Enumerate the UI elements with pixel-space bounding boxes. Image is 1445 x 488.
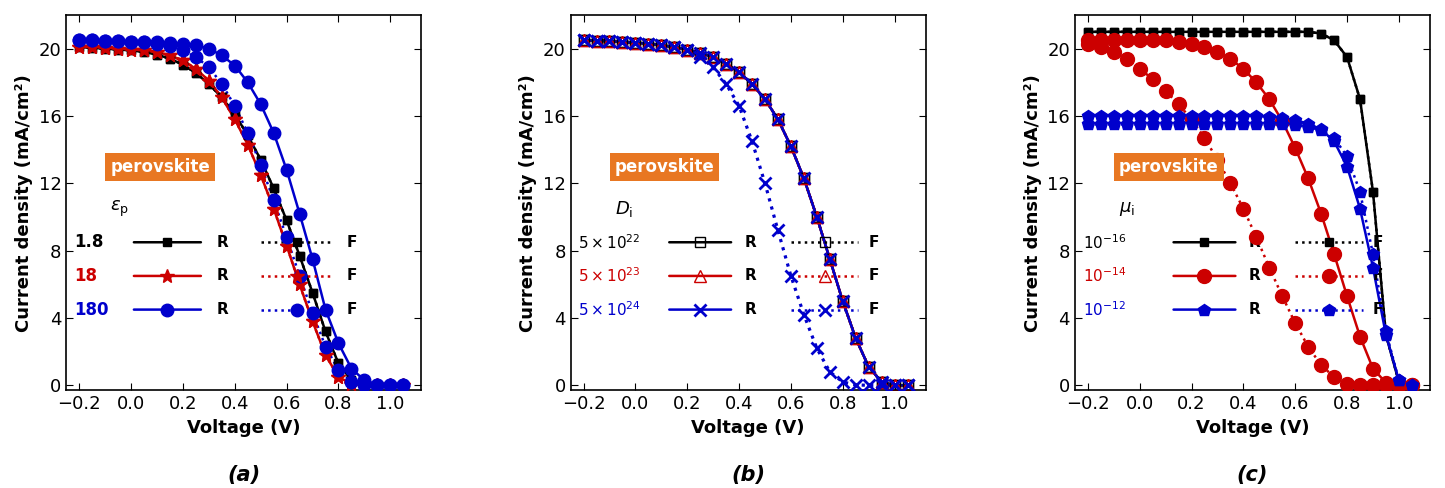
Text: R: R bbox=[1248, 302, 1260, 317]
Text: R: R bbox=[744, 268, 756, 284]
Text: 180: 180 bbox=[74, 301, 108, 319]
Text: R: R bbox=[1248, 268, 1260, 284]
Text: $\varepsilon_{\mathrm{p}}$: $\varepsilon_{\mathrm{p}}$ bbox=[110, 199, 130, 219]
X-axis label: Voltage (V): Voltage (V) bbox=[1195, 419, 1309, 437]
Text: $10^{-12}$: $10^{-12}$ bbox=[1082, 300, 1126, 319]
Text: F: F bbox=[1373, 302, 1383, 317]
Text: $10^{-16}$: $10^{-16}$ bbox=[1082, 233, 1126, 252]
Text: 18: 18 bbox=[74, 267, 97, 285]
Text: $\mu_{\mathrm{i}}$: $\mu_{\mathrm{i}}$ bbox=[1118, 200, 1136, 218]
Text: 1.8: 1.8 bbox=[74, 233, 104, 251]
Text: F: F bbox=[868, 268, 879, 284]
Text: F: F bbox=[347, 235, 357, 250]
Text: $5\times10^{23}$: $5\times10^{23}$ bbox=[578, 266, 642, 285]
Text: R: R bbox=[744, 235, 756, 250]
Y-axis label: Current density (mA/cm²): Current density (mA/cm²) bbox=[519, 74, 538, 331]
Text: $D_{\mathrm{i}}$: $D_{\mathrm{i}}$ bbox=[614, 199, 633, 219]
Text: R: R bbox=[217, 302, 228, 317]
X-axis label: Voltage (V): Voltage (V) bbox=[691, 419, 805, 437]
Y-axis label: Current density (mA/cm²): Current density (mA/cm²) bbox=[14, 74, 33, 331]
Y-axis label: Current density (mA/cm²): Current density (mA/cm²) bbox=[1023, 74, 1042, 331]
Text: F: F bbox=[347, 268, 357, 284]
Text: R: R bbox=[217, 235, 228, 250]
Text: $5\times10^{22}$: $5\times10^{22}$ bbox=[578, 233, 640, 252]
Text: (c): (c) bbox=[1237, 466, 1269, 486]
Text: $10^{-14}$: $10^{-14}$ bbox=[1082, 266, 1126, 285]
Text: F: F bbox=[868, 235, 879, 250]
Text: perovskite: perovskite bbox=[1118, 158, 1218, 176]
Text: R: R bbox=[1248, 235, 1260, 250]
Text: $5\times10^{24}$: $5\times10^{24}$ bbox=[578, 300, 642, 319]
Text: F: F bbox=[868, 302, 879, 317]
Text: (a): (a) bbox=[227, 466, 260, 486]
Text: F: F bbox=[347, 302, 357, 317]
X-axis label: Voltage (V): Voltage (V) bbox=[186, 419, 301, 437]
Text: R: R bbox=[217, 268, 228, 284]
Text: (b): (b) bbox=[731, 466, 766, 486]
Text: F: F bbox=[1373, 268, 1383, 284]
Text: F: F bbox=[1373, 235, 1383, 250]
Text: perovskite: perovskite bbox=[110, 158, 210, 176]
Text: perovskite: perovskite bbox=[614, 158, 714, 176]
Text: R: R bbox=[744, 302, 756, 317]
